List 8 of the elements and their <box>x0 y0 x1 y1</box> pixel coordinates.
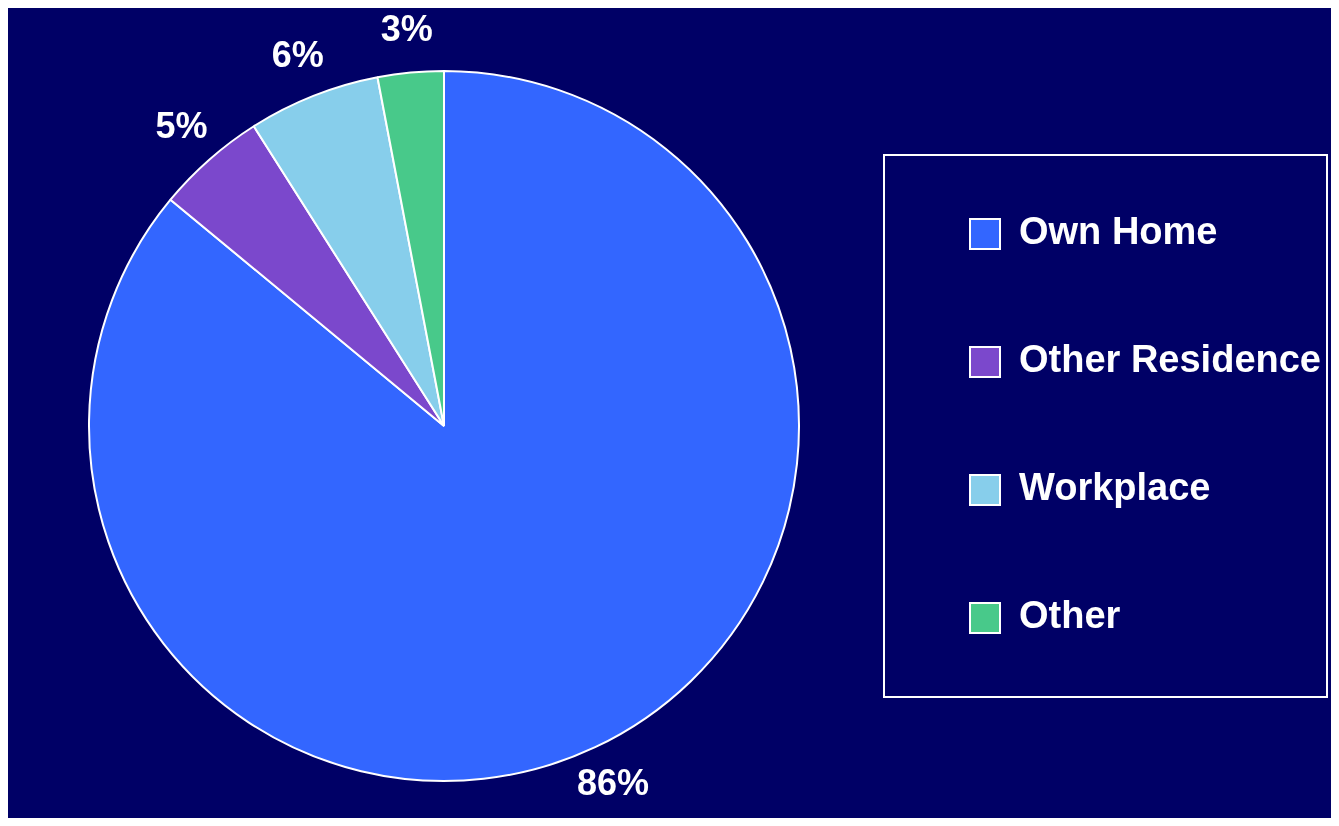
data-label: 6% <box>271 33 324 75</box>
legend-label: Own Home <box>1019 210 1218 253</box>
data-label: 5% <box>155 105 208 147</box>
legend-label: Workplace <box>1019 466 1211 509</box>
data-label: 3% <box>380 7 433 49</box>
legend-label: Other <box>1019 594 1121 637</box>
legend-label: Other Residence <box>1019 338 1321 381</box>
data-label: 86% <box>577 762 650 804</box>
